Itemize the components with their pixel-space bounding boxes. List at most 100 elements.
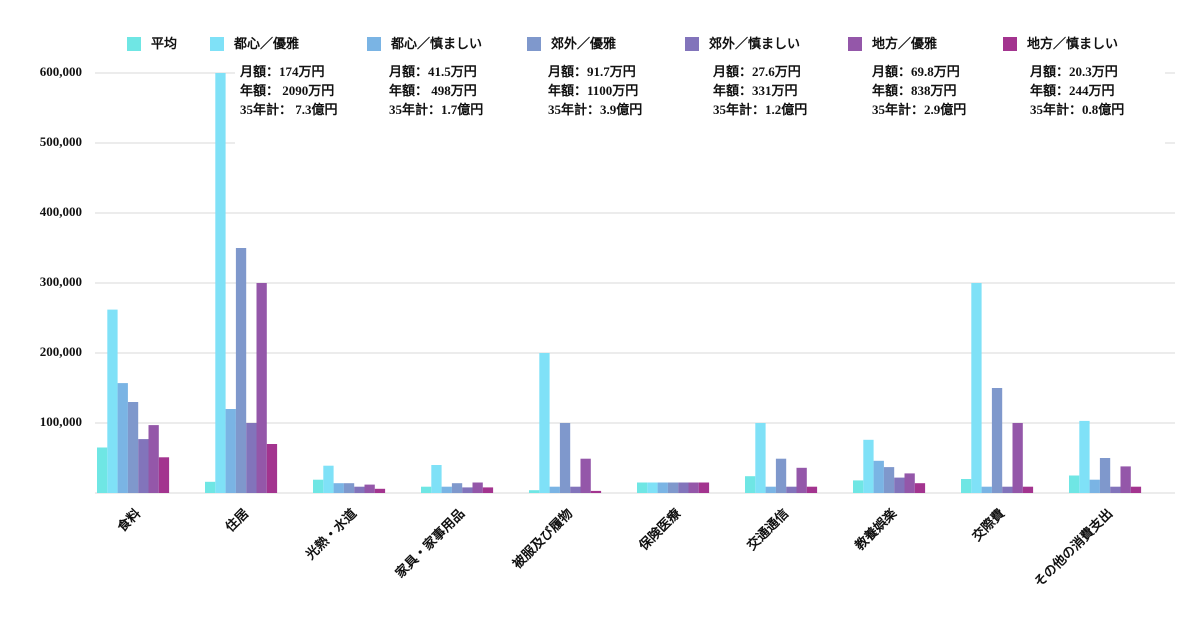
bar (539, 353, 550, 493)
bar (431, 465, 442, 493)
legend-swatch (685, 37, 699, 51)
bar (441, 486, 452, 493)
bar (914, 483, 926, 493)
bar (698, 482, 710, 493)
bar (647, 482, 658, 493)
bar (1012, 423, 1023, 493)
bar (904, 473, 915, 493)
bar (364, 484, 375, 493)
bar (138, 439, 149, 493)
bar (215, 73, 226, 493)
annotation: 月額：69.8万円 (871, 64, 960, 79)
bar (1099, 458, 1111, 493)
annotation: 35年計：3.9億円 (548, 102, 642, 117)
annotation: 年額：244万円 (1030, 83, 1115, 98)
bar (688, 482, 699, 493)
bar (205, 481, 216, 493)
bar (482, 487, 494, 493)
bar (806, 486, 818, 493)
bar (117, 383, 128, 493)
bar (883, 467, 895, 493)
bar (1079, 420, 1090, 493)
y-tick-label: 200,000 (40, 344, 82, 359)
annotation: 年額：331万円 (713, 83, 798, 98)
annotation: 月額：174万円 (239, 64, 325, 79)
bar (421, 486, 432, 493)
bar (235, 248, 247, 493)
bar (991, 388, 1003, 493)
bar (529, 490, 540, 493)
bar (765, 486, 776, 493)
bar (1069, 475, 1080, 493)
bar (1089, 479, 1100, 493)
bar (354, 486, 365, 493)
bar (323, 465, 334, 493)
annotation: 35年計：0.8億円 (1030, 102, 1124, 117)
bar (961, 479, 972, 493)
bar (863, 439, 874, 493)
annotation: 35年計：1.2億円 (713, 102, 807, 117)
legend-label: 都心／慎ましい (390, 36, 482, 51)
legend-label: 平均 (151, 36, 177, 51)
annotation: 月額：20.3万円 (1029, 64, 1118, 79)
annotation: 月額：27.6万円 (712, 64, 801, 79)
y-tick-label: 400,000 (40, 204, 82, 219)
y-tick-label: 300,000 (40, 274, 82, 289)
bar (559, 423, 571, 493)
bar (853, 480, 864, 493)
annotation: 35年計：2.9億円 (872, 102, 966, 117)
bar (1130, 486, 1142, 493)
legend-swatch (1003, 37, 1017, 51)
y-tick-label: 500,000 (40, 134, 82, 149)
bar (657, 482, 668, 493)
bar (343, 483, 355, 493)
bar (796, 467, 807, 493)
bar (451, 483, 463, 493)
legend-swatch (367, 37, 381, 51)
bar (107, 309, 118, 493)
bar (678, 482, 689, 493)
bar (246, 423, 257, 493)
bar (745, 476, 756, 493)
bar (637, 482, 648, 493)
bar (97, 447, 108, 493)
annotation: 年額：838万円 (872, 83, 957, 98)
bar (786, 486, 797, 493)
annotation: 35年計：1.7億円 (389, 102, 483, 117)
bar (472, 482, 483, 493)
bar (1002, 486, 1013, 493)
annotation: 月額：41.5万円 (388, 64, 477, 79)
legend-label: 都心／優雅 (233, 36, 299, 51)
legend-swatch (527, 37, 541, 51)
legend-label: 地方／慎ましい (1027, 36, 1118, 51)
bar (1022, 486, 1034, 493)
y-tick-label: 600,000 (40, 64, 82, 79)
bar (549, 486, 560, 493)
bar (462, 487, 473, 493)
legend-label: 地方／優雅 (872, 36, 937, 51)
bar (981, 486, 992, 493)
bar (127, 402, 139, 493)
bar (570, 486, 581, 493)
annotation: 年額： 2090万円 (240, 83, 334, 98)
legend-swatch (210, 37, 224, 51)
legend-label: 郊外／慎ましい (709, 36, 800, 51)
bar (755, 423, 766, 493)
legend-swatch (127, 37, 141, 51)
bar (667, 482, 679, 493)
bar (1110, 486, 1121, 493)
annotation: 年額：1100万円 (548, 83, 638, 98)
bar (313, 479, 324, 493)
bar (256, 283, 267, 493)
bar (775, 458, 787, 493)
annotation: 年額： 498万円 (389, 83, 477, 98)
bar (148, 425, 159, 493)
bar (894, 477, 905, 493)
bar (1120, 466, 1131, 493)
bar (266, 444, 278, 493)
bar (158, 457, 170, 493)
annotation: 35年計： 7.3億円 (240, 102, 338, 117)
bar (374, 488, 386, 493)
y-tick-label: 100,000 (40, 414, 82, 429)
bar (333, 483, 344, 493)
